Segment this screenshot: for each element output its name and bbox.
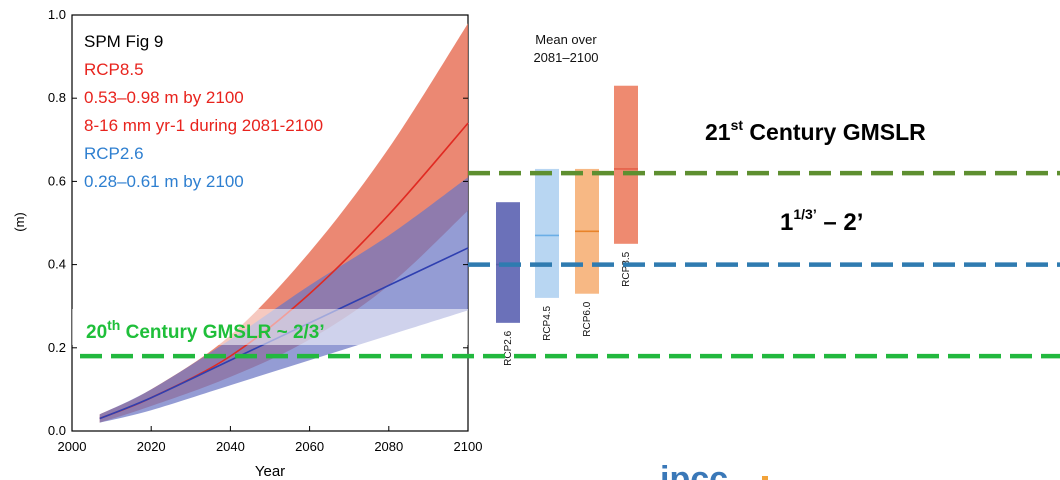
bars-caption-line1: Mean over — [535, 32, 597, 47]
y-tick-label-1-0: 1.0 — [48, 7, 66, 22]
range-bars: RCP2.6 RCP4.5 RCP6.0 RCP8.5 — [496, 85, 638, 366]
band-rcp26 — [99, 177, 468, 423]
bar-label-rcp60: RCP6.0 — [582, 301, 593, 336]
x-tick-label-2020: 2020 — [137, 439, 166, 454]
x-tick-label-2080: 2080 — [374, 439, 403, 454]
rcp85-rate: 8-16 mm yr-1 during 2081-2100 — [84, 116, 323, 135]
x-tick-label-2000: 2000 — [58, 439, 87, 454]
y-tick-label-0-0: 0.0 — [48, 423, 66, 438]
rcp26-name: RCP2.6 — [84, 144, 144, 163]
rcp85-name: RCP8.5 — [84, 60, 144, 79]
bars-caption-line2: 2081–2100 — [533, 50, 598, 65]
x-axis-ticks: 2000 2020 2040 2060 2080 2100 — [58, 426, 483, 454]
y-tick-label-0-2: 0.2 — [48, 340, 66, 355]
y-tick-label-0-6: 0.6 — [48, 173, 66, 188]
x-tick-label-2040: 2040 — [216, 439, 245, 454]
y-tick-label-0-8: 0.8 — [48, 90, 66, 105]
y-tick-label-0-4: 0.4 — [48, 257, 66, 272]
bar-rcp45 — [535, 168, 559, 298]
reference-lines — [80, 170, 1060, 359]
x-tick-label-2060: 2060 — [295, 439, 324, 454]
bar-label-rcp45: RCP4.5 — [542, 305, 553, 340]
century21-range: 11/3’ – 2’ — [780, 206, 863, 236]
bar-label-rcp26: RCP2.6 — [503, 330, 514, 365]
bar-label-rcp85: RCP8.5 — [621, 251, 632, 286]
rcp85-range: 0.53–0.98 m by 2100 — [84, 88, 244, 107]
x-tick-label-2100: 2100 — [454, 439, 483, 454]
century20-label: 20th Century GMSLR ~ 2/3’ — [86, 317, 325, 343]
rcp26-range: 0.28–0.61 m by 2100 — [84, 172, 244, 191]
label-strip — [72, 309, 468, 345]
y-axis-ticks: 0.0 0.2 0.4 0.6 0.8 1.0 — [48, 7, 468, 438]
fig-label: SPM Fig 9 — [84, 32, 163, 51]
ipcc-logo: ipcc — [660, 460, 728, 480]
logo-mark — [762, 476, 768, 480]
y-axis-label: (m) — [12, 212, 27, 232]
x-axis-label: Year — [255, 463, 285, 480]
century21-title: 21st Century GMSLR — [705, 117, 926, 145]
bar-rcp85 — [614, 85, 638, 244]
